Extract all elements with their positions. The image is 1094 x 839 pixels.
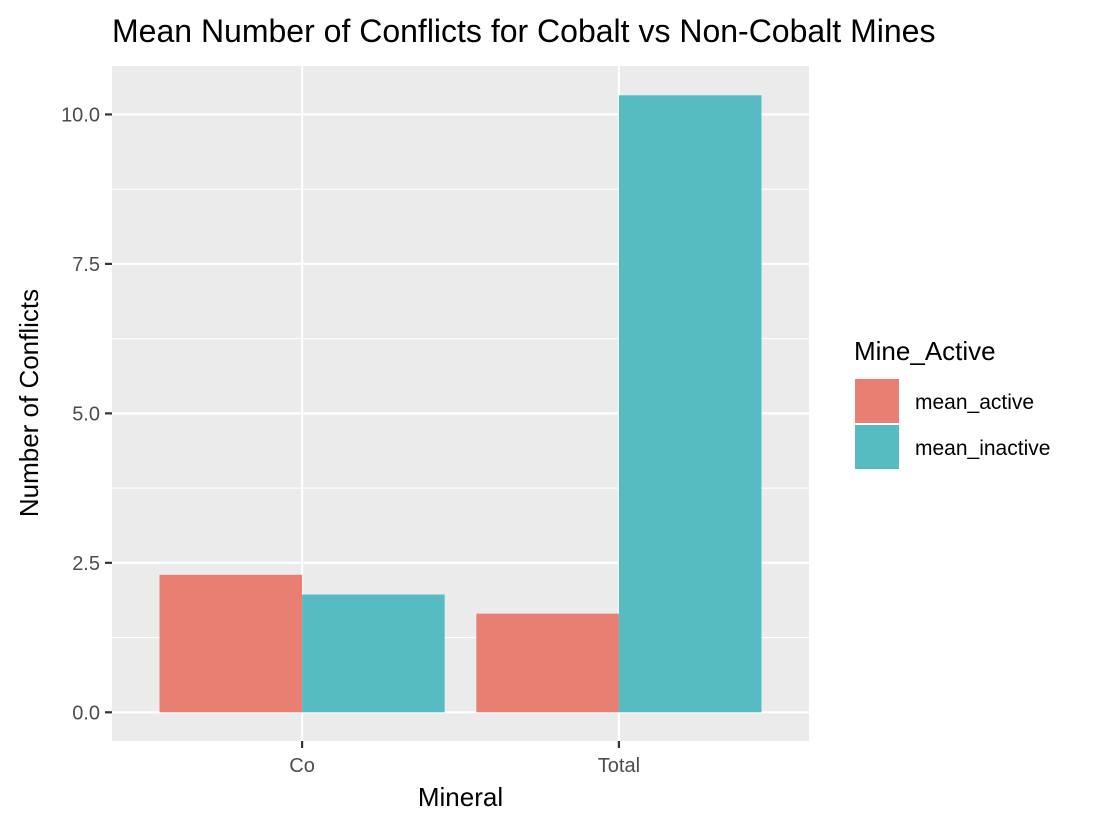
y-tick-label: 10.0 (61, 104, 100, 126)
x-tick-label: Co (289, 755, 315, 777)
bar-mean_active-total (476, 614, 619, 713)
legend-label-mean_inactive: mean_inactive (915, 437, 1050, 460)
bar-mean_inactive-co (302, 595, 445, 713)
bar-mean_inactive-total (619, 95, 762, 712)
y-tick-label: 5.0 (72, 403, 100, 425)
y-tick-label: 2.5 (72, 553, 100, 575)
bar-mean_active-co (160, 575, 303, 713)
x-tick-label: Total (598, 755, 640, 777)
y-tick-label: 7.5 (72, 254, 100, 276)
legend-title: Mine_Active (854, 336, 996, 366)
y-tick-label: 0.0 (72, 702, 100, 724)
legend-key-mean_active (854, 378, 900, 424)
x-axis-title: Mineral (418, 782, 503, 812)
legend-label-mean_active: mean_active (915, 391, 1034, 414)
chart-title: Mean Number of Conflicts for Cobalt vs N… (112, 13, 935, 49)
legend-key-mean_inactive (854, 424, 900, 470)
y-axis-title: Number of Conflicts (14, 289, 44, 517)
